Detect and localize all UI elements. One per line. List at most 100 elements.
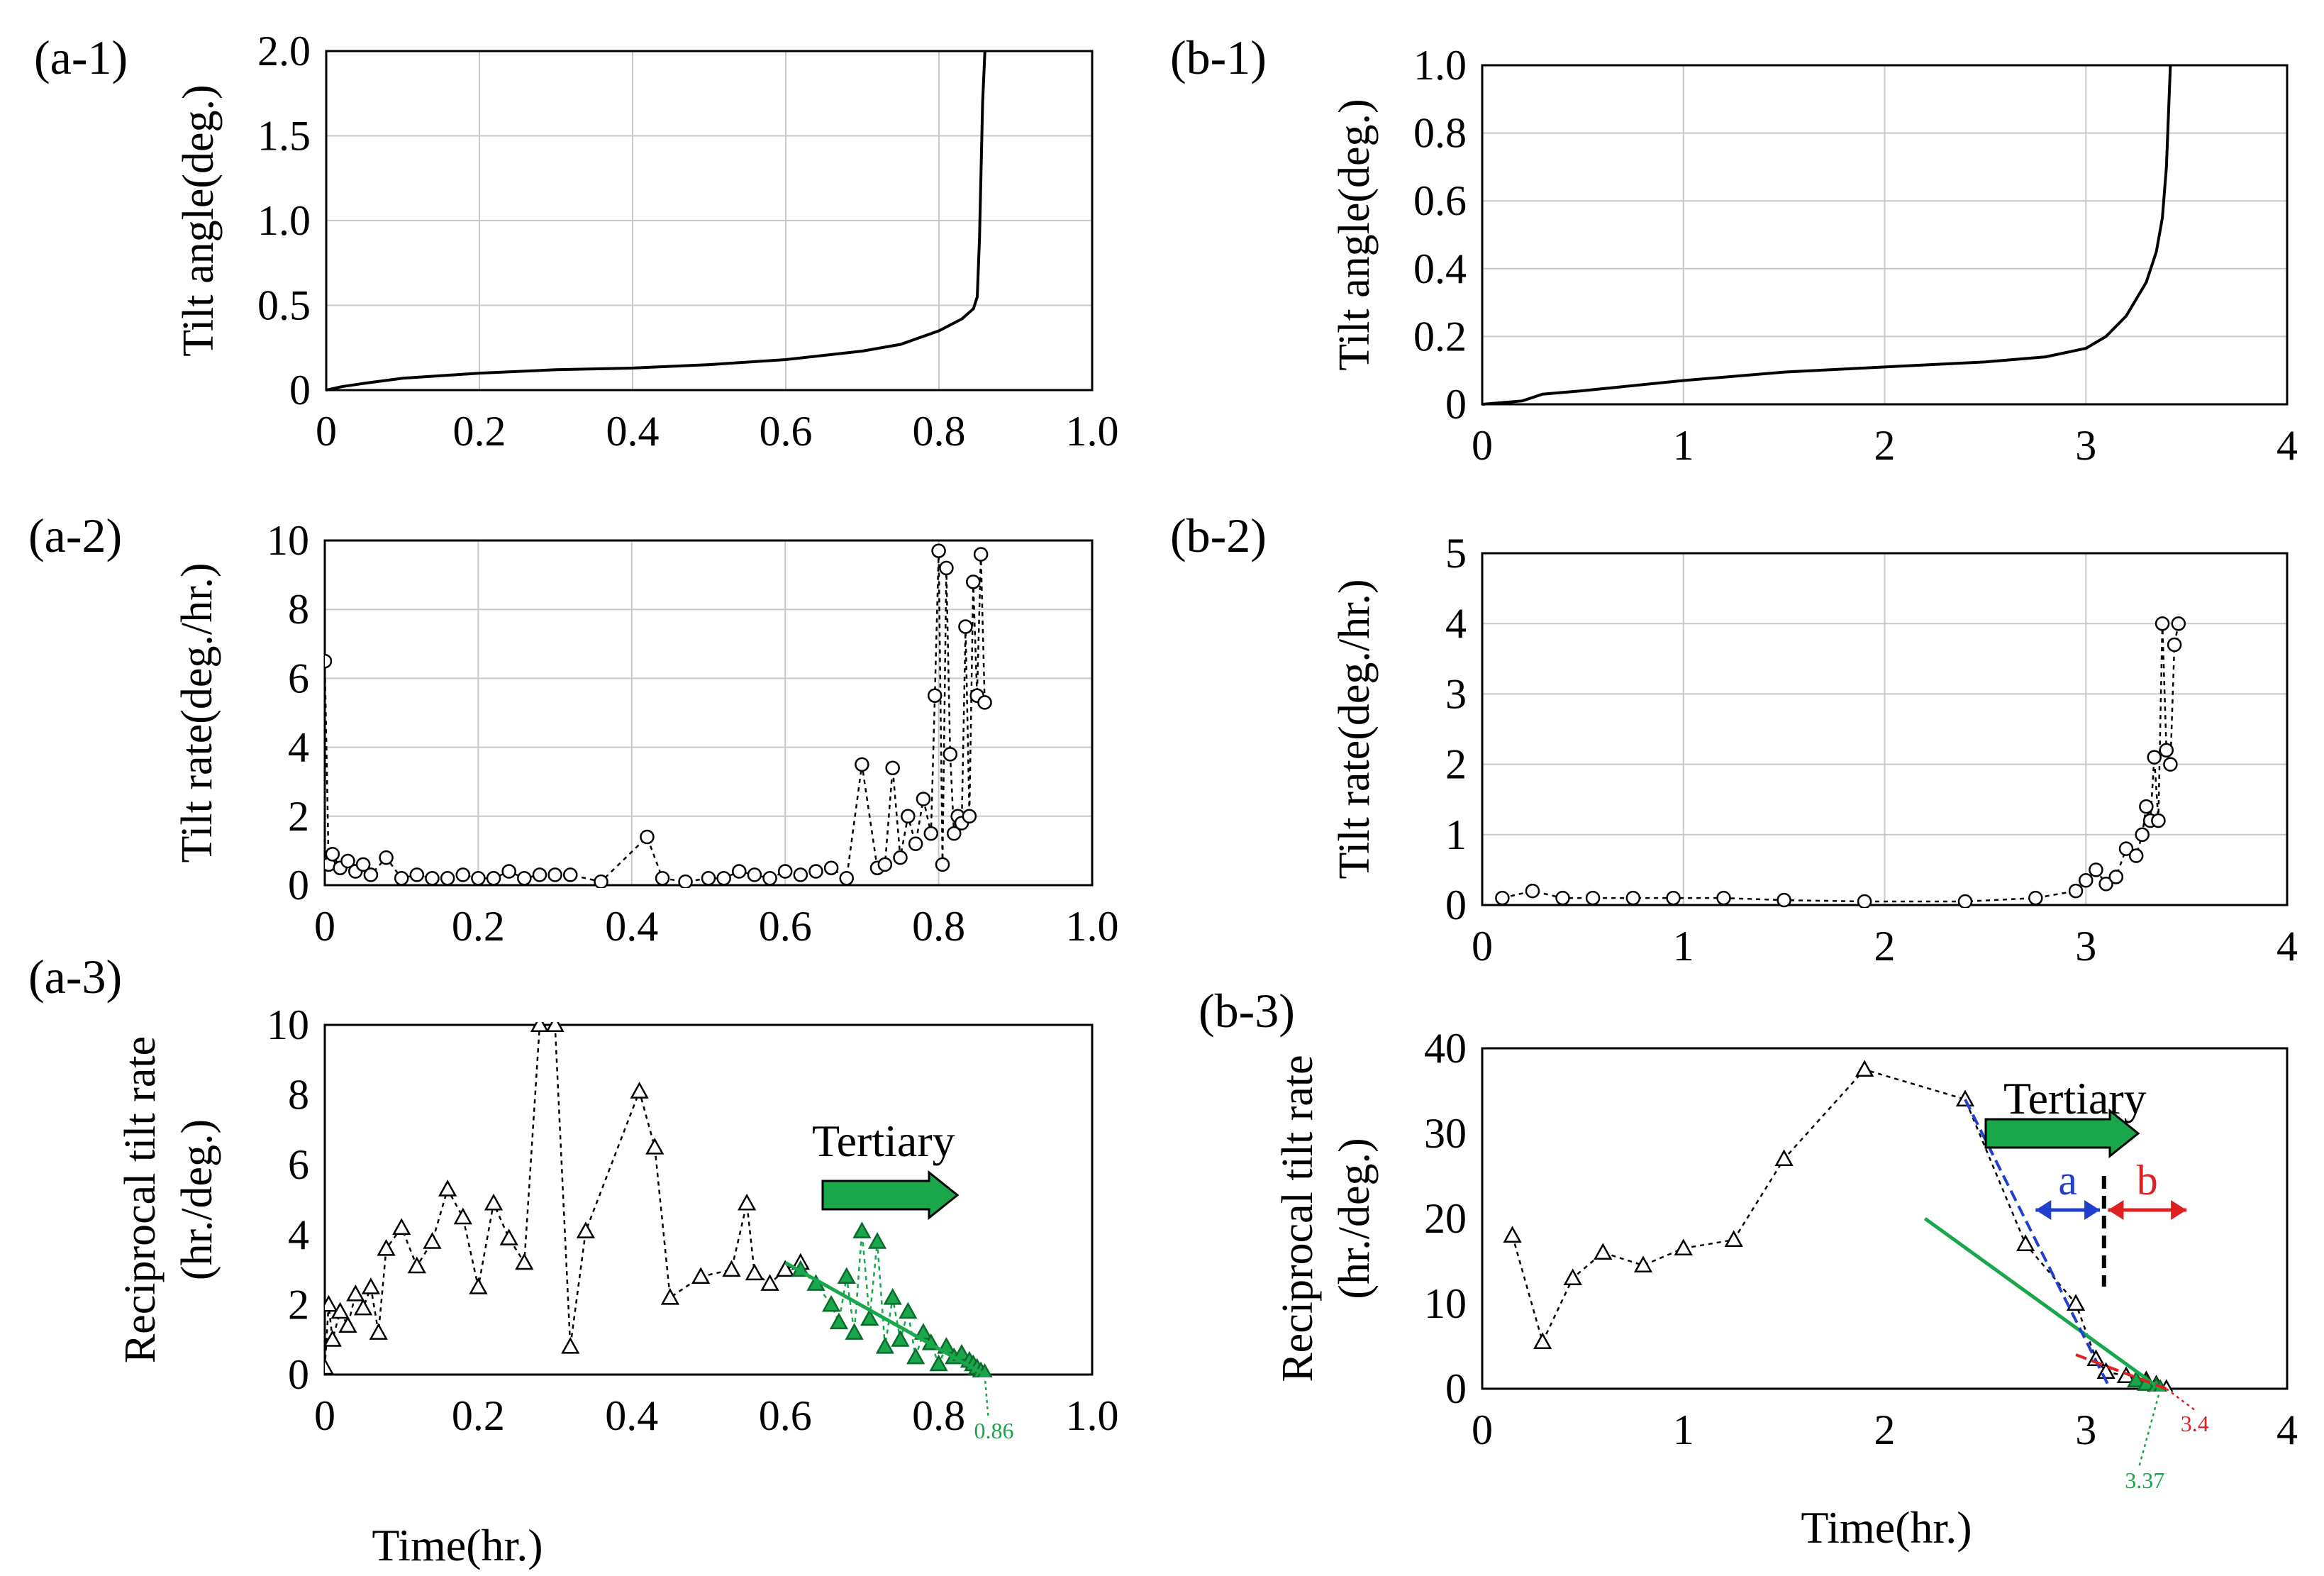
- data-point: [346, 1284, 365, 1302]
- xlabel-left: Time(hr.): [372, 1520, 543, 1570]
- arrowhead: [2035, 1200, 2052, 1220]
- y-axis-label: Reciprocal tilt rate: [116, 1036, 165, 1363]
- data-point: [517, 871, 532, 886]
- y-tick-label: 4: [288, 1211, 309, 1258]
- data-point: [425, 871, 440, 886]
- data-point: [453, 1207, 472, 1225]
- x-tick-label: 2: [1874, 1406, 1896, 1453]
- data-point: [545, 1022, 565, 1033]
- data-point: [499, 1228, 518, 1245]
- series-line-tilt-angle: [1482, 65, 2172, 406]
- data-point: [338, 1316, 357, 1333]
- data-point: [939, 560, 954, 576]
- data-point: [361, 1277, 381, 1294]
- data-point: [943, 747, 958, 762]
- arrowhead: [2084, 1200, 2101, 1220]
- y-tick-label: 6: [288, 655, 309, 701]
- panel-label: (a-1): [34, 30, 128, 84]
- tertiary-arrow: [821, 1170, 960, 1221]
- data-point: [438, 1180, 457, 1197]
- data-point: [471, 871, 486, 886]
- data-point: [377, 1238, 396, 1256]
- data-point: [2147, 750, 2162, 765]
- data-point: [515, 1253, 534, 1270]
- range-label-a: a: [2058, 1157, 2077, 1204]
- data-point: [1585, 890, 1601, 906]
- y-tick-label: 0.6: [1413, 177, 1467, 224]
- data-point: [645, 1137, 665, 1155]
- arrowhead: [2171, 1200, 2187, 1220]
- y-tick-label: 8: [288, 1072, 309, 1119]
- y-tick-label: 20: [1424, 1195, 1467, 1242]
- data-point: [379, 850, 394, 865]
- data-point: [1525, 883, 1540, 899]
- data-point: [1495, 890, 1510, 906]
- data-point: [860, 1309, 879, 1326]
- data-point: [946, 826, 962, 841]
- y-tick-label: 5: [1445, 530, 1467, 577]
- y-axis-label-units: (hr./deg.): [1330, 1138, 1379, 1299]
- data-point: [916, 792, 931, 806]
- data-point: [469, 1277, 488, 1294]
- data-point: [1857, 894, 1872, 908]
- data-point: [829, 1312, 849, 1330]
- data-point: [931, 543, 946, 558]
- x-tick-label: 0: [314, 903, 335, 950]
- y-tick-label: 10: [267, 517, 309, 564]
- data-point: [484, 1193, 504, 1211]
- data-point: [1955, 1089, 1975, 1107]
- x-tick-label: 0.8: [912, 903, 965, 950]
- plot-frame: [323, 1023, 1094, 1376]
- data-point: [845, 1323, 864, 1340]
- x-tick-label: 1: [1673, 1406, 1694, 1453]
- data-point: [962, 809, 977, 824]
- y-tick-label: 8: [288, 586, 309, 633]
- y-tick-label: 0: [289, 367, 311, 414]
- chart-a2: (a-2) 0 0.2 0.4 0.6 0.8 1.0 0 2 4 6 8 10 Tilt rate(de…: [28, 509, 1119, 950]
- x-tick-label: 0.4: [605, 903, 658, 950]
- y-tick-label: 6: [288, 1141, 309, 1188]
- y-tick-label: 10: [267, 1001, 309, 1048]
- data-point: [576, 1221, 596, 1238]
- plot-frame: [1481, 64, 2289, 406]
- series-line-fit-line-green: [1923, 1216, 2162, 1391]
- data-point: [839, 871, 855, 886]
- data-layer: [1495, 616, 2186, 908]
- data-point: [369, 1323, 388, 1340]
- data-point: [747, 867, 762, 882]
- plot-frame: [1481, 552, 2289, 906]
- data-point: [777, 864, 793, 879]
- data-point: [2151, 813, 2166, 828]
- failure-time-label: 0.86: [974, 1418, 1014, 1443]
- data-point: [355, 857, 371, 872]
- range-label-b: b: [2137, 1157, 2158, 1204]
- data-point: [762, 871, 777, 886]
- data-point: [547, 867, 562, 882]
- failure-time-leader: [984, 1374, 989, 1418]
- data-point: [1533, 1332, 1552, 1350]
- x-tick-label: 3: [2075, 1406, 2096, 1453]
- data-point: [716, 871, 731, 886]
- y-tick-label: 0.5: [257, 282, 311, 329]
- data-point: [793, 867, 808, 882]
- data-point: [2139, 799, 2154, 814]
- data-point: [732, 864, 747, 879]
- data-point: [394, 871, 409, 886]
- data-point: [927, 688, 943, 703]
- chart-b1: (b-1) 0 1 2 3 4 0 0.2 0.4 0.6 0.8 1.0 Tilt angle(deg…: [1170, 30, 2298, 469]
- y-tick-label: 0: [288, 1351, 309, 1398]
- data-point: [958, 619, 973, 634]
- panel-label: (b-2): [1170, 509, 1267, 562]
- data-point: [701, 871, 716, 886]
- data-point: [923, 826, 939, 841]
- series-line-tilt-angle: [326, 50, 986, 392]
- x-tick-label: 0.4: [606, 408, 660, 455]
- y-axis-label: Tilt angle(deg.): [1330, 99, 1379, 370]
- data-point: [2108, 870, 2124, 884]
- data-point: [2167, 637, 2182, 653]
- y-tick-label: 0: [1445, 381, 1467, 428]
- x-tick-label: 3: [2075, 422, 2096, 469]
- y-tick-label: 4: [288, 724, 309, 771]
- plot-frame: [323, 539, 1094, 887]
